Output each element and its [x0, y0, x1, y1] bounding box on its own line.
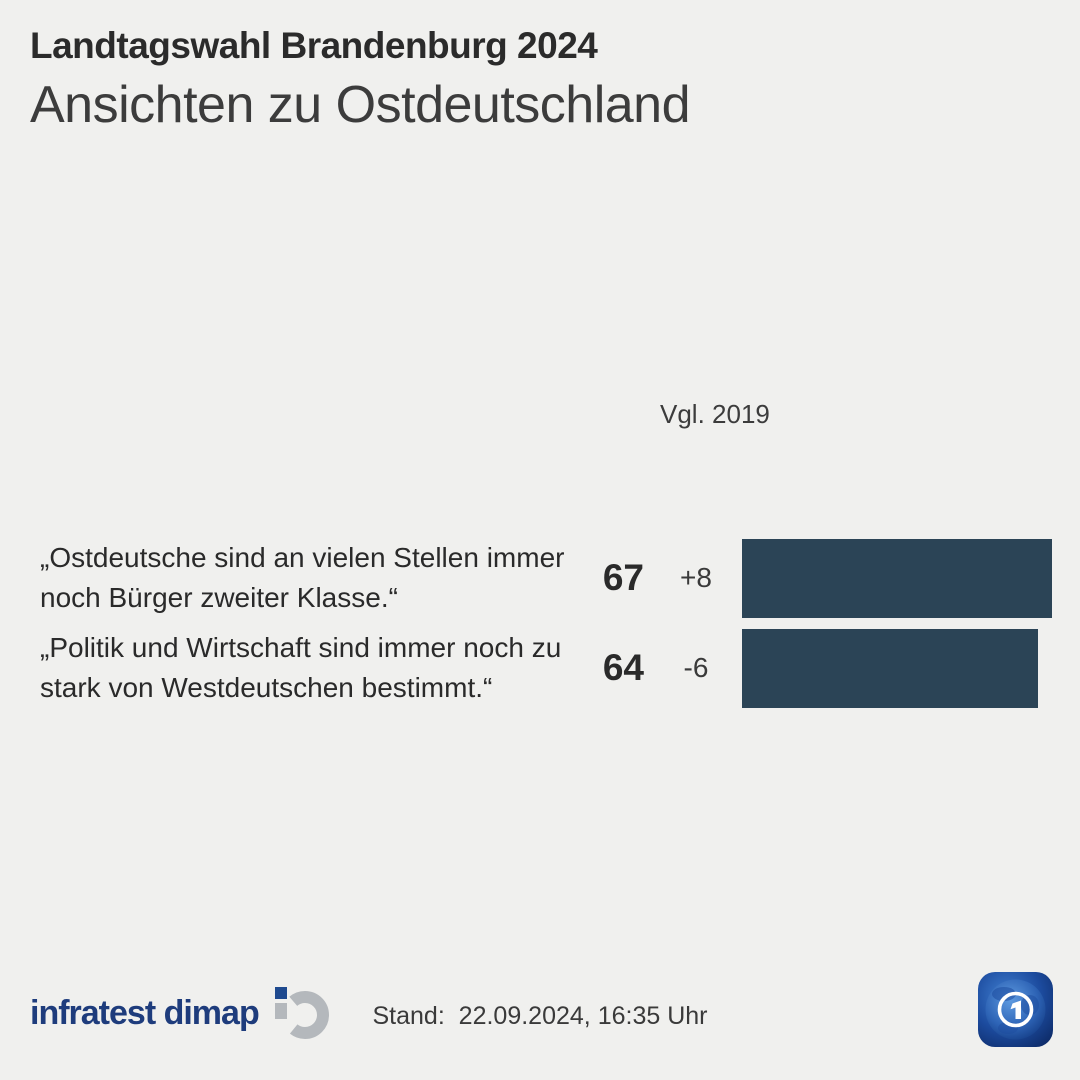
value-label: 67 [602, 557, 644, 598]
change-vs-2019-label: -6 [683, 652, 709, 683]
infratest-dimap-logo-icon [274, 987, 329, 1039]
compare-column-label: Vgl. 2019 [660, 399, 770, 429]
page-title: Ansichten zu Ostdeutschland [30, 76, 691, 135]
value-bar [742, 628, 1038, 708]
bar-chart: „Ostdeutsche sind an vielen Stellen imme… [40, 538, 1080, 718]
statement-label: „Politik und Wirtschaft sind immer noch … [40, 632, 562, 703]
value-label: 64 [602, 647, 644, 688]
chart-row-2: „Politik und Wirtschaft sind immer noch … [40, 628, 1080, 708]
chart-row-1: „Ostdeutsche sind an vielen Stellen imme… [40, 538, 1080, 618]
ard-logo-icon [978, 972, 1053, 1047]
status-timestamp: Stand: 22.09.2024, 16:35 Uhr [372, 1002, 708, 1030]
header: Landtagswahl Brandenburg 2024 Ansichten … [30, 24, 691, 136]
page-kicker: Landtagswahl Brandenburg 2024 [30, 25, 598, 66]
change-vs-2019-label: +8 [680, 562, 712, 593]
value-bar [742, 538, 1052, 618]
statement-label: „Ostdeutsche sind an vielen Stellen imme… [40, 542, 565, 613]
infratest-dimap-logo: infratest dimap [30, 986, 329, 1040]
infratest-dimap-logo-text: infratest dimap [30, 993, 260, 1032]
